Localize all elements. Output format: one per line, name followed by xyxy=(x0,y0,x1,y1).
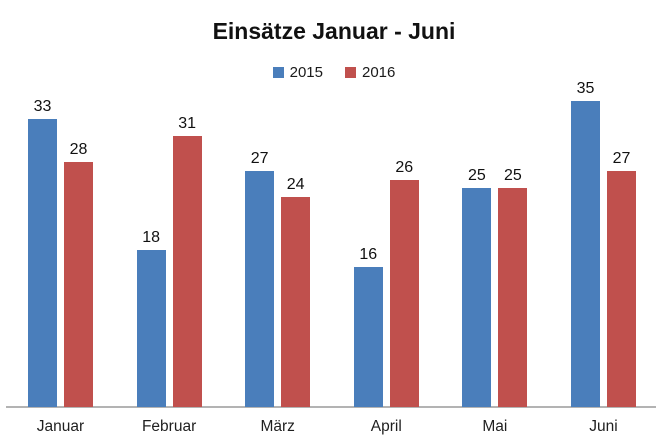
bar-2016-februar xyxy=(172,136,202,407)
bar-2016-mai xyxy=(498,188,528,407)
value-label-2016-april: 26 xyxy=(395,159,414,176)
value-label-2016-mai: 25 xyxy=(503,167,522,184)
value-label-2015-februar: 18 xyxy=(142,229,160,246)
category-label-april: April xyxy=(370,418,402,435)
bar-2015-märz xyxy=(245,171,275,407)
value-label-2015-april: 16 xyxy=(359,246,378,263)
legend-label-2016: 2016 xyxy=(362,64,396,81)
bar-2016-april xyxy=(389,180,419,407)
bar-2016-märz xyxy=(281,197,311,407)
bar-2015-mai xyxy=(462,188,492,407)
category-label-märz: März xyxy=(260,418,295,435)
bar-2015-februar xyxy=(136,250,166,407)
x-axis-line xyxy=(6,406,656,408)
category-label-juni: Juni xyxy=(589,418,618,435)
value-label-2015-juni: 35 xyxy=(576,80,595,97)
legend-label-2015: 2015 xyxy=(289,64,323,81)
category-label-januar: Januar xyxy=(36,418,85,435)
legend-item-2015: 2015 xyxy=(272,64,323,81)
category-label-februar: Februar xyxy=(141,418,197,435)
legend-swatch-2015 xyxy=(272,67,284,78)
category-label-mai: Mai xyxy=(482,418,508,435)
bar-2015-april xyxy=(353,267,383,407)
legend-item-2016: 2016 xyxy=(345,64,395,81)
value-label-2016-märz: 24 xyxy=(286,176,305,193)
bar-2016-juni xyxy=(607,171,636,407)
value-label-2015-januar: 33 xyxy=(33,98,52,115)
value-label-2016-juni: 27 xyxy=(612,150,631,167)
bar-2016-januar xyxy=(64,162,93,407)
value-label-2015-mai: 25 xyxy=(467,167,486,184)
bar-2015-juni xyxy=(571,101,600,407)
value-label-2016-januar: 28 xyxy=(69,141,88,158)
legend-swatch-2016 xyxy=(345,67,356,78)
chart-title: Einsätze Januar - Juni xyxy=(212,18,456,44)
bar-2015-januar xyxy=(28,119,57,407)
value-label-2016-februar: 31 xyxy=(178,115,196,132)
legend: 2015 2016 xyxy=(0,64,668,81)
value-label-2015-märz: 27 xyxy=(250,150,269,167)
